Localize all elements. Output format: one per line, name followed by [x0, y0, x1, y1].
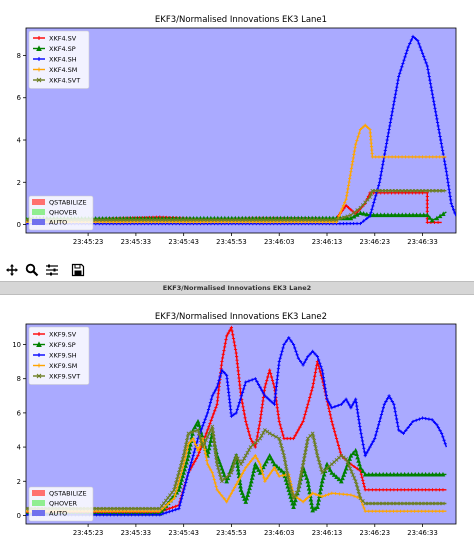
mode-swatch — [32, 219, 45, 225]
series-markers-sh — [26, 34, 456, 226]
chart-title: EKF3/Normalised Innovations EK3 Lane2 — [155, 312, 327, 322]
mode-swatch — [32, 510, 45, 516]
floppy-disk-icon — [71, 263, 85, 277]
mode-legend[interactable]: QSTABILIZE QHOVER AUTO — [28, 195, 94, 231]
x-tick-label: 23:45:53 — [216, 529, 247, 537]
chart-title: EKF3/Normalised Innovations EK3 Lane1 — [155, 15, 327, 25]
lane2-chart[interactable]: EKF3/Normalised Innovations EK3 Lane2 23… — [0, 294, 474, 552]
x-axis: 23:45:23 23:45:33 23:45:43 23:45:53 23:46:03… — [73, 524, 438, 537]
mode-legend-entry[interactable]: QHOVER — [49, 500, 78, 508]
sliders-icon — [46, 264, 58, 276]
legend-marker — [37, 363, 41, 368]
y-tick-label: 8 — [17, 375, 21, 383]
legend-entry[interactable]: XKF4.SV — [49, 34, 77, 42]
legend-entry[interactable]: XKF4.SM — [49, 66, 77, 74]
x-tick-label: 23:46:23 — [360, 529, 391, 537]
x-tick-label: 23:46:03 — [264, 238, 295, 246]
x-tick-label: 23:46:13 — [312, 238, 343, 246]
legend-marker — [36, 77, 42, 83]
mode-swatch — [32, 209, 45, 215]
mode-legend-entry[interactable]: QSTABILIZE — [49, 490, 87, 498]
legend-marker — [37, 353, 41, 357]
plot-area[interactable] — [25, 27, 457, 234]
mode-legend-entry[interactable]: AUTO — [49, 510, 67, 518]
y-tick-label: 6 — [17, 94, 21, 102]
x-tick-label: 23:45:23 — [73, 238, 104, 246]
x-tick-label: 23:46:13 — [312, 529, 343, 537]
legend-entry[interactable]: XKF4.SH — [49, 55, 77, 63]
move-arrows-icon — [6, 264, 18, 276]
x-tick-label: 23:45:43 — [168, 529, 199, 537]
legend-marker — [36, 341, 42, 347]
plot-toolbar — [0, 259, 474, 282]
legend-marker — [37, 67, 41, 72]
series-markers-svt — [26, 424, 445, 511]
x-tick-label: 23:45:53 — [216, 238, 247, 246]
legend-marker — [37, 332, 41, 336]
legend-marker — [36, 45, 42, 51]
mode-swatch — [32, 500, 45, 506]
window-title-bar[interactable]: EKF3/Normalised Innovations EK3 Lane2 — [0, 281, 474, 295]
legend-entry[interactable]: XKF9.SH — [49, 351, 77, 359]
zoom-button[interactable] — [24, 262, 40, 278]
y-tick-label: 10 — [12, 341, 21, 349]
magnifier-icon — [25, 263, 39, 277]
x-tick-label: 23:46:33 — [407, 238, 438, 246]
legend[interactable]: XKF9.SV XKF9.SP XKF9.SH XKF9.SM XKF9.SVT — [28, 326, 90, 385]
save-button[interactable] — [70, 262, 86, 278]
y-axis: 0 2 4 6 8 — [17, 52, 26, 229]
legend-entry[interactable]: XKF9.SV — [49, 330, 77, 338]
legend-marker — [37, 36, 41, 40]
mode-swatch — [32, 490, 45, 496]
legend-entry[interactable]: XKF9.SP — [49, 341, 76, 349]
x-tick-label: 23:46:33 — [407, 529, 438, 537]
x-tick-label: 23:45:33 — [121, 529, 152, 537]
legend-entry[interactable]: XKF4.SVT — [49, 76, 80, 84]
series-markers-sh — [26, 336, 447, 517]
legend-box — [28, 30, 90, 89]
series-group — [26, 325, 448, 517]
y-axis: 0 2 4 6 8 10 — [12, 341, 26, 520]
mode-legend-entry[interactable]: AUTO — [49, 219, 67, 227]
legend-entry[interactable]: XKF4.SP — [49, 45, 76, 53]
y-tick-label: 0 — [17, 512, 21, 520]
y-tick-label: 0 — [17, 221, 21, 229]
mode-swatch — [32, 199, 45, 205]
lane1-chart[interactable]: EKF3/Normalised Innovations EK3 Lane1 23… — [0, 0, 474, 259]
legend-marker — [36, 373, 42, 379]
mode-legend[interactable]: QSTABILIZE QHOVER AUTO — [28, 486, 94, 522]
legend-entry[interactable]: XKF9.SVT — [49, 372, 80, 380]
legend[interactable]: XKF4.SV XKF4.SP XKF4.SH XKF4.SM XKF4.SVT — [28, 30, 90, 89]
y-tick-label: 2 — [17, 179, 21, 187]
mode-legend-entry[interactable]: QHOVER — [49, 209, 78, 217]
y-tick-label: 4 — [17, 137, 21, 145]
pan-button[interactable] — [4, 262, 20, 278]
mode-legend-entry[interactable]: QSTABILIZE — [49, 199, 87, 207]
x-tick-label: 23:45:33 — [121, 238, 152, 246]
y-tick-label: 4 — [17, 444, 21, 452]
configure-button[interactable] — [44, 262, 60, 278]
legend-marker — [37, 57, 41, 61]
x-tick-label: 23:45:23 — [73, 529, 104, 537]
legend-box — [28, 326, 90, 385]
y-tick-label: 6 — [17, 409, 21, 417]
y-tick-label: 2 — [17, 478, 21, 486]
x-axis: 23:45:23 23:45:33 23:45:43 23:45:53 23:46:03… — [73, 233, 438, 246]
window-title: EKF3/Normalised Innovations EK3 Lane2 — [162, 284, 312, 292]
series-group — [26, 34, 456, 226]
legend-entry[interactable]: XKF9.SM — [49, 362, 77, 370]
y-tick-label: 8 — [17, 52, 21, 60]
x-tick-label: 23:45:43 — [168, 238, 199, 246]
x-tick-label: 23:46:03 — [264, 529, 295, 537]
x-tick-label: 23:46:23 — [360, 238, 391, 246]
